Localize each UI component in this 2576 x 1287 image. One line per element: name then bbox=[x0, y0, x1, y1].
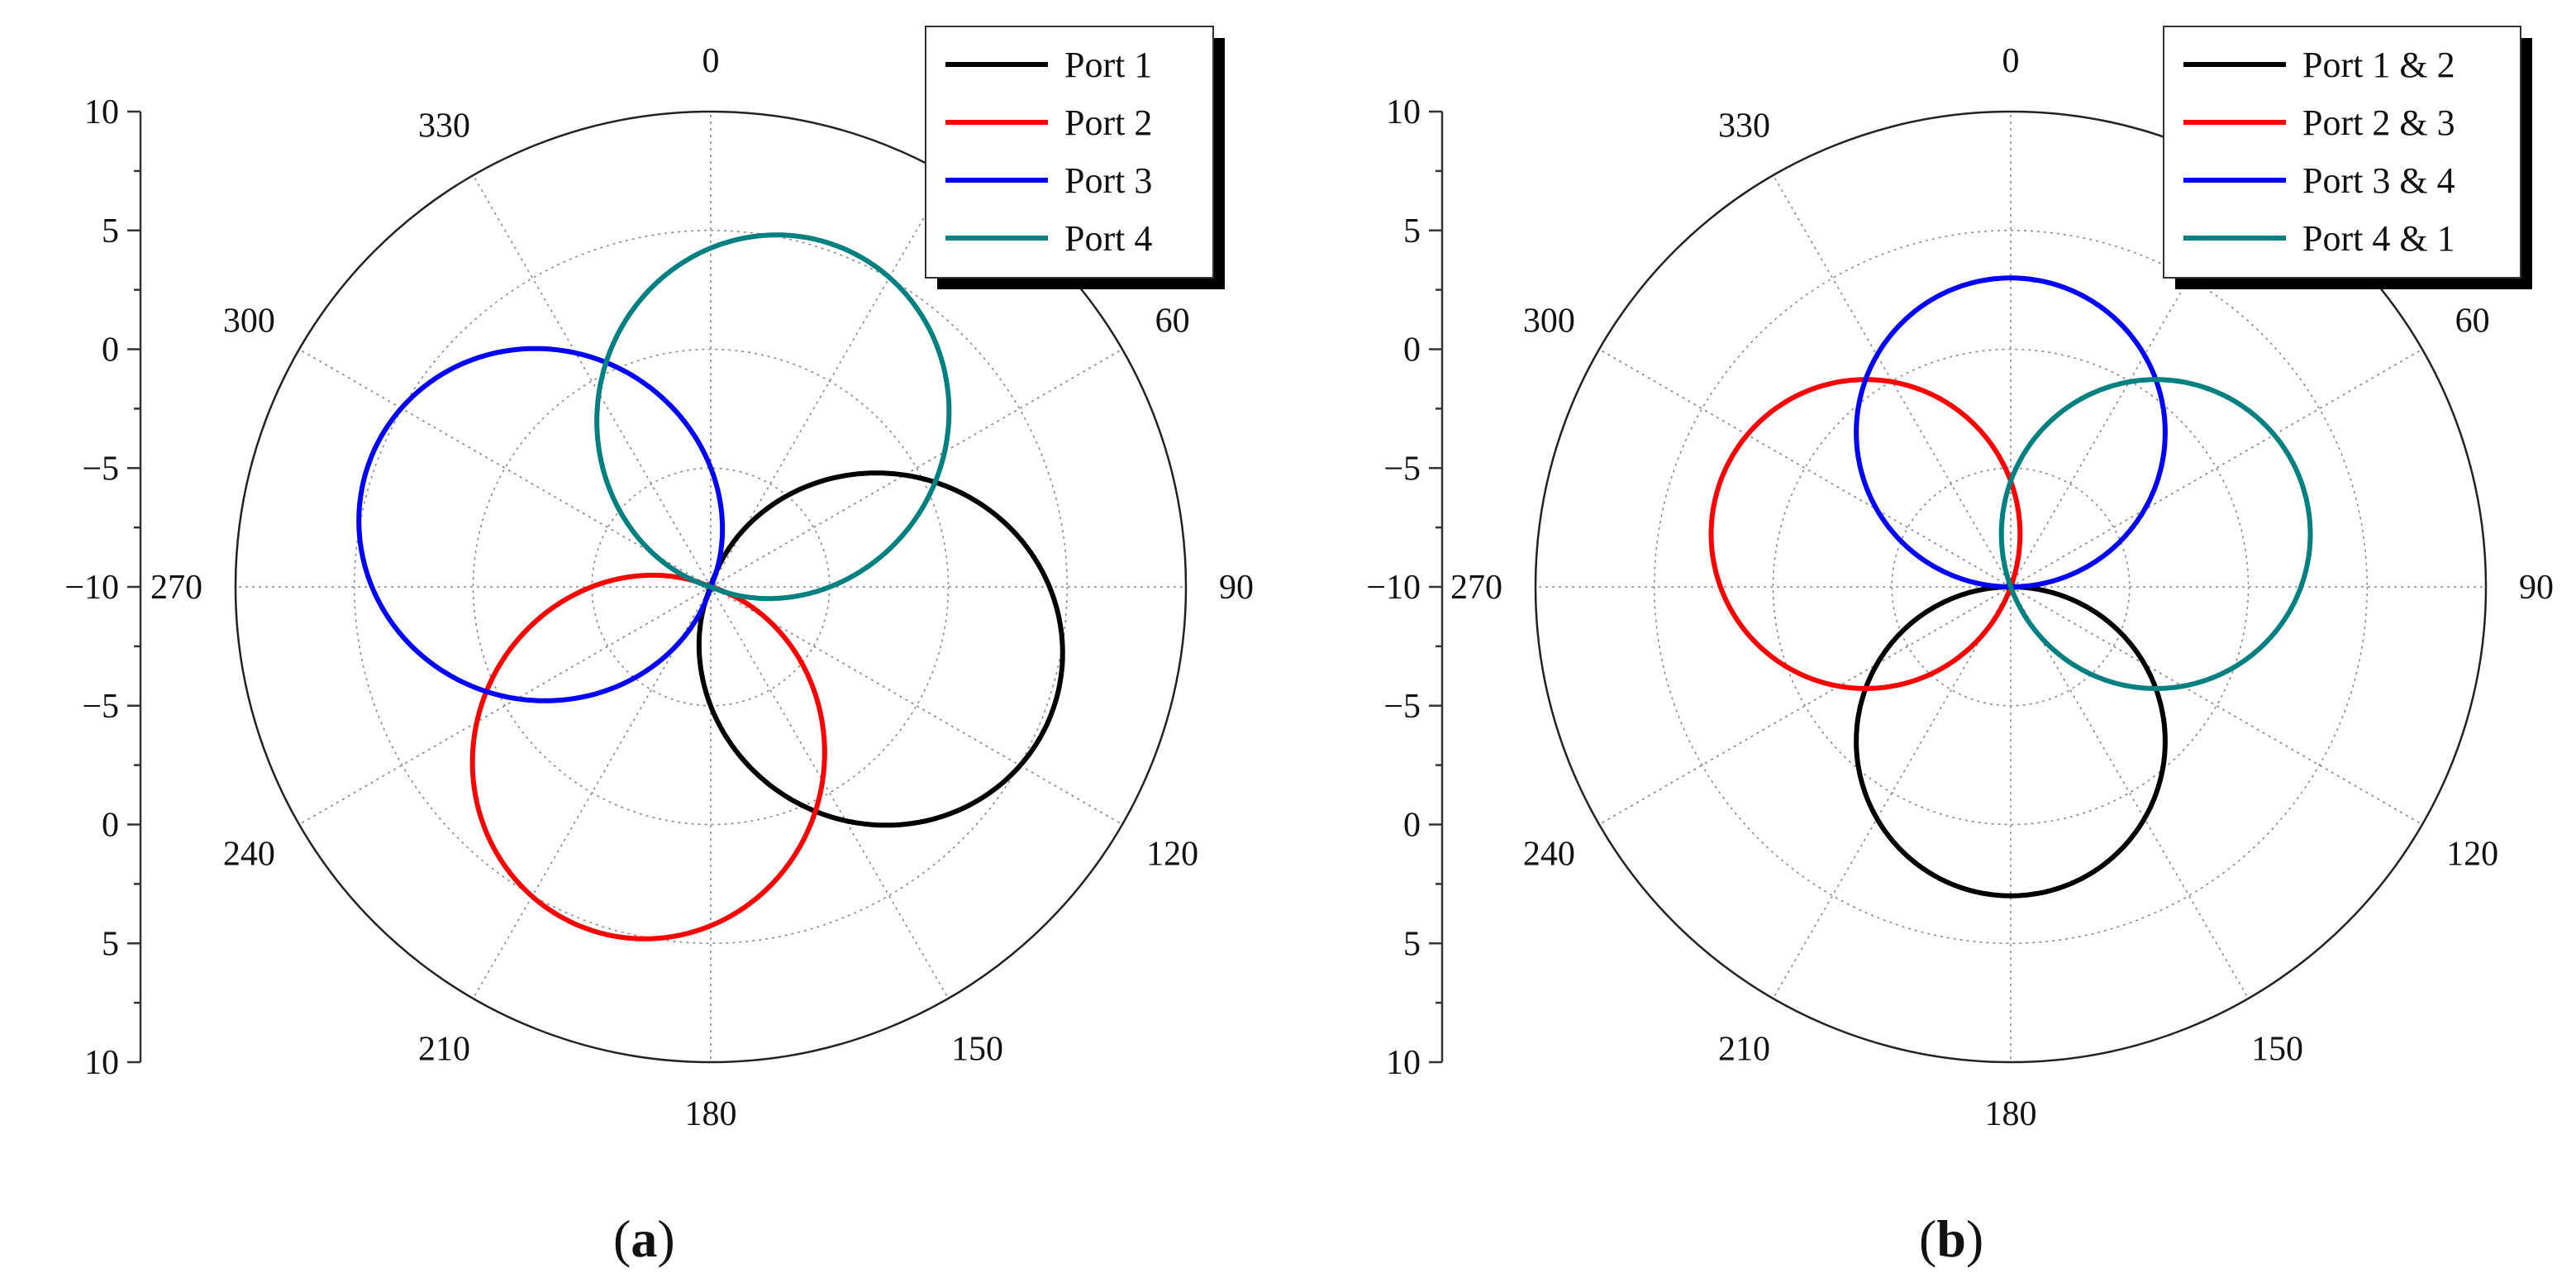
subfigure-caption: (a) bbox=[613, 1209, 675, 1268]
grid-spoke bbox=[2010, 586, 2423, 826]
grid-ring bbox=[472, 348, 950, 826]
angle-tick-label: 120 bbox=[2446, 836, 2498, 874]
radial-axis-label: −5 bbox=[1383, 688, 1421, 726]
legend-label: Port 1 & 2 bbox=[2302, 45, 2455, 85]
grid-ring bbox=[1653, 229, 2369, 945]
radial-axis-label: 5 bbox=[1403, 212, 1421, 250]
legend-label: Port 4 & 1 bbox=[2302, 218, 2455, 259]
angle-tick-label: 270 bbox=[1450, 569, 1502, 607]
legend-label: Port 2 bbox=[1064, 102, 1152, 143]
series-line-port-2-3 bbox=[1708, 377, 2023, 691]
radial-axis-label: 5 bbox=[1403, 925, 1421, 963]
angle-tick-label: 60 bbox=[1155, 303, 1190, 341]
radial-axis-label: 10 bbox=[84, 1044, 119, 1082]
angle-tick-label: 150 bbox=[2251, 1031, 2303, 1069]
angle-tick-label: 0 bbox=[2002, 42, 2020, 80]
legend-label: Port 3 & 4 bbox=[2302, 160, 2455, 201]
grid-ring bbox=[1891, 467, 2131, 707]
radial-axis-label: 5 bbox=[102, 925, 119, 963]
radial-axis-label: 10 bbox=[1386, 93, 1421, 131]
grid-spoke bbox=[472, 174, 712, 588]
grid-spoke bbox=[2010, 348, 2423, 588]
grid-ring bbox=[1772, 348, 2250, 826]
grid-ring bbox=[353, 229, 1069, 945]
polar-chart-a: 0 60 90 120 150 180 210 240 270 300 330 10 5 0 −5 −10 −5… bbox=[64, 26, 1254, 1268]
polar-chart-b: 0 60 90 120 150 180 210 240 270 300 330 10 5 0 −5 −10 −5… bbox=[1366, 26, 2554, 1268]
grid-spoke bbox=[710, 586, 950, 999]
caption-letter: a bbox=[631, 1209, 657, 1268]
subfigure-caption: (b) bbox=[1919, 1209, 1983, 1268]
caption-close: ) bbox=[657, 1209, 674, 1268]
angle-tick-label: 300 bbox=[1523, 303, 1575, 341]
angle-tick-label: 60 bbox=[2455, 303, 2490, 341]
angle-tick-label: 240 bbox=[1523, 836, 1575, 874]
series-line-port-3 bbox=[356, 346, 726, 703]
radial-axis-label: 10 bbox=[1386, 1044, 1421, 1082]
radial-axis-label: 5 bbox=[102, 212, 119, 250]
radial-axis-label: 0 bbox=[102, 807, 119, 845]
angle-tick-label: 330 bbox=[1718, 107, 1770, 145]
legend-label: Port 1 bbox=[1064, 45, 1152, 85]
radial-axis-label: 10 bbox=[84, 93, 119, 131]
radial-axis-label: −10 bbox=[64, 569, 119, 607]
caption-letter: b bbox=[1936, 1209, 1966, 1268]
caption-open: ( bbox=[1919, 1209, 1936, 1268]
series-line-port-4 bbox=[594, 232, 952, 602]
series-line-port-1-2 bbox=[1854, 584, 2168, 899]
caption-open: ( bbox=[613, 1209, 631, 1268]
legend-label: Port 3 bbox=[1064, 160, 1152, 201]
radial-axis-label: −5 bbox=[1383, 450, 1421, 488]
angle-tick-label: 120 bbox=[1146, 836, 1198, 874]
caption-close: ) bbox=[1966, 1209, 1983, 1268]
angle-tick-label: 0 bbox=[702, 42, 720, 80]
grid-spoke bbox=[710, 348, 1123, 588]
angle-tick-label: 180 bbox=[1985, 1095, 2037, 1133]
series-line-port-1 bbox=[696, 470, 1065, 828]
angle-tick-label: 90 bbox=[1219, 569, 1254, 607]
legend-label: Port 2 & 3 bbox=[2302, 102, 2455, 143]
angle-tick-label: 210 bbox=[418, 1031, 470, 1069]
angle-tick-label: 330 bbox=[418, 107, 470, 145]
angle-tick-label: 210 bbox=[1718, 1031, 1770, 1069]
angle-tick-label: 300 bbox=[223, 303, 275, 341]
outer-ring bbox=[234, 110, 1188, 1064]
grid-spoke bbox=[2010, 586, 2250, 999]
angle-tick-label: 240 bbox=[223, 836, 275, 874]
legend-label: Port 4 bbox=[1064, 218, 1152, 259]
outer-ring bbox=[1534, 110, 2488, 1064]
radial-axis-label: 0 bbox=[102, 331, 119, 369]
radial-axis-label: −10 bbox=[1366, 569, 1421, 607]
radial-axis-label: 0 bbox=[1403, 807, 1421, 845]
radial-axis-label: 0 bbox=[1403, 331, 1421, 369]
series-line-port-2 bbox=[469, 572, 827, 941]
angle-tick-label: 150 bbox=[951, 1031, 1003, 1069]
series-line-port-4-1 bbox=[1998, 377, 2313, 691]
radial-axis-label: −5 bbox=[82, 450, 119, 488]
angle-tick-label: 90 bbox=[2519, 569, 2554, 607]
radial-axis-label: −5 bbox=[82, 688, 119, 726]
grid-spoke bbox=[1598, 348, 2012, 588]
angle-tick-label: 270 bbox=[150, 569, 202, 607]
angle-tick-label: 180 bbox=[685, 1095, 737, 1133]
